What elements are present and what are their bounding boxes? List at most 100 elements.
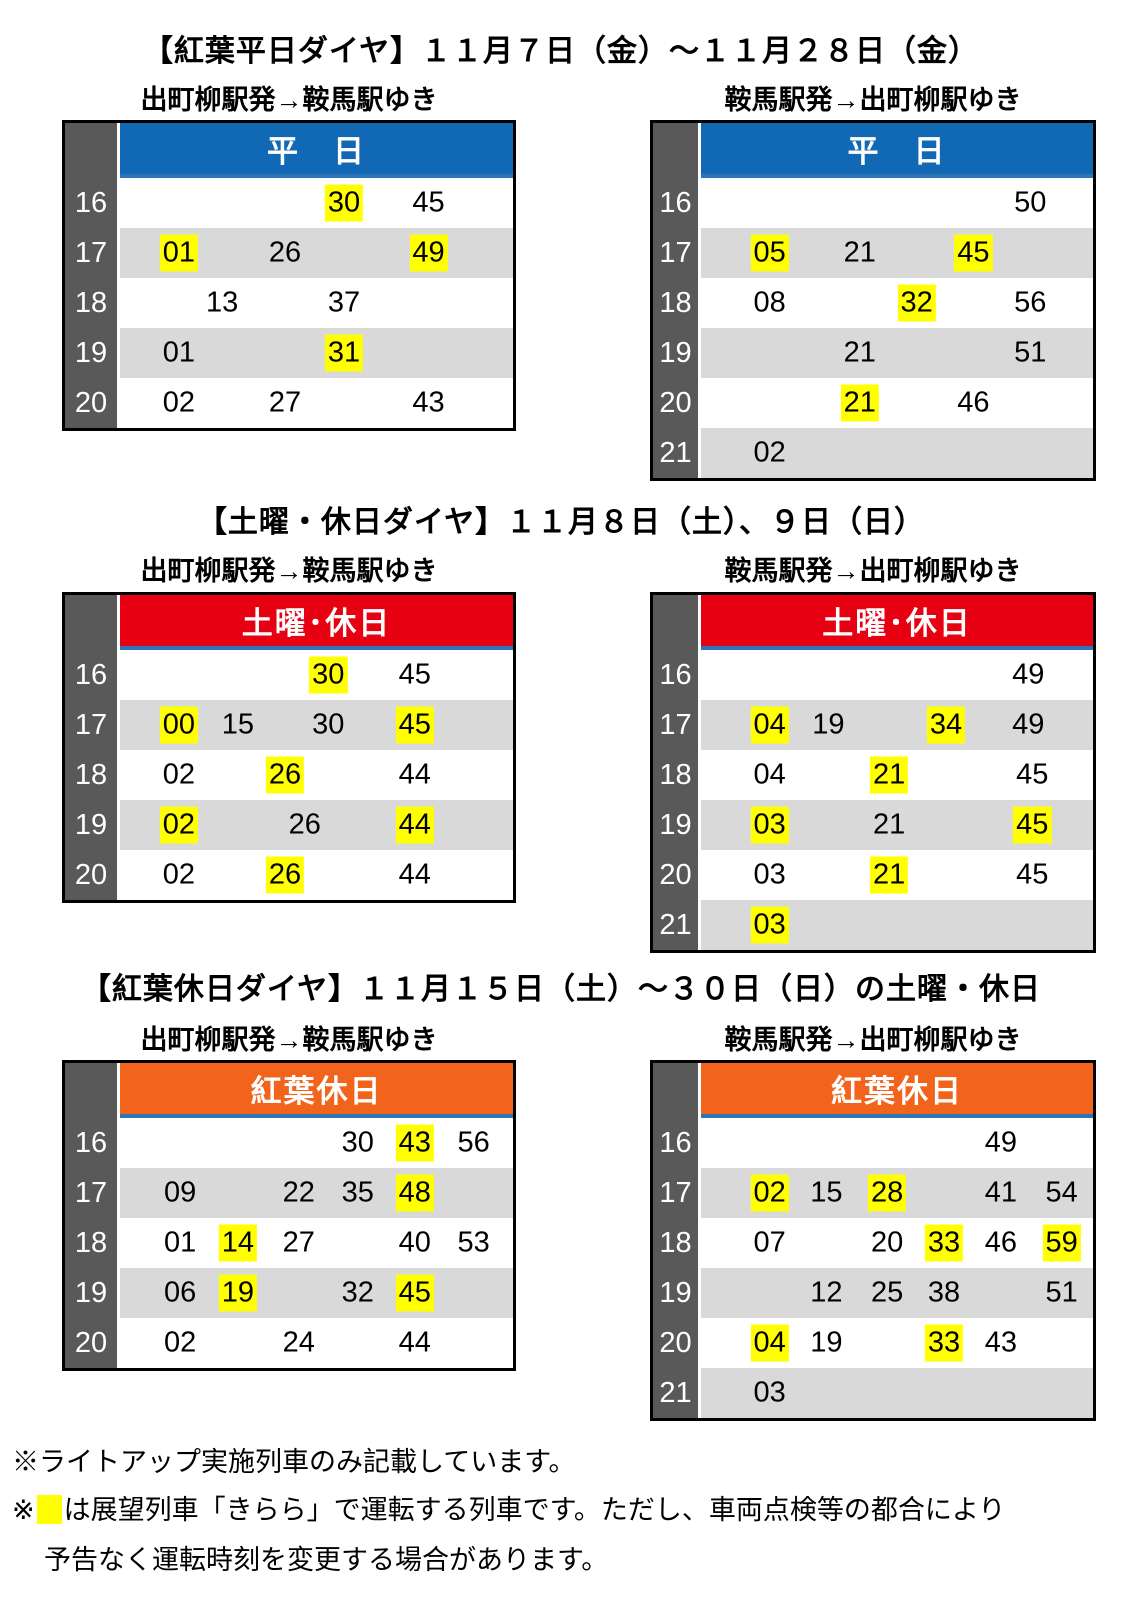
minutes-area: 02 (701, 428, 1093, 478)
table-header-row: 平 日 (653, 123, 1093, 178)
time-cell: 49 (984, 1126, 1018, 1159)
day-type-header: 土曜･休日 (120, 595, 513, 650)
minutes-area: 12 25 38 51 (701, 1268, 1093, 1318)
minutes-area: 08 32 56 (701, 278, 1093, 328)
time-cell-kirara: 45 (1013, 806, 1052, 844)
time-cell-kirara: 45 (954, 234, 993, 272)
hour-row: 20 21 46 (653, 378, 1093, 428)
hour-row: 16 49 (653, 1118, 1093, 1168)
section-title-momiji-holiday: 【紅葉休日ダイヤ】１１月１５日（土）～３０日（日）の土曜・休日 (80, 973, 1042, 1006)
time-cell: 45 (412, 186, 445, 219)
time-cell: 37 (327, 286, 361, 319)
time-cell: 45 (398, 658, 431, 691)
time-cell-kirara: 32 (897, 284, 936, 322)
time-cell: 51 (1045, 1276, 1078, 1309)
time-cell: 06 (163, 1276, 197, 1309)
time-cell: 54 (1045, 1176, 1078, 1209)
time-cell-kirara: 33 (924, 1324, 964, 1362)
hour-cell: 18 (653, 750, 701, 800)
time-cell: 25 (871, 1276, 904, 1309)
minutes-area: 21 51 (701, 328, 1093, 378)
timetable-weekday-inbound: 平 日 16 50 17 05 21 45 18 08 32 56 19 21 51 20 21 46 21 02 (650, 120, 1096, 481)
note-kirara-prefix: ※ (12, 1495, 35, 1525)
time-cell: 07 (753, 1226, 786, 1259)
hour-row: 18 01 14 27 40 53 (65, 1218, 513, 1268)
hour-row: 19 01 31 (65, 328, 513, 378)
table-header-row: 紅葉休日 (65, 1063, 513, 1118)
hour-cell: 20 (65, 1318, 120, 1368)
direction-label-inbound-1: 鞍馬駅発→出町柳駅ゆき (724, 85, 1022, 115)
time-cell: 45 (1016, 858, 1049, 891)
section-title-weekday: 【紅葉平日ダイヤ】１１月７日（金）～１１月２８日（金） (142, 35, 980, 68)
hour-row: 20 02 27 43 (65, 378, 513, 428)
minutes-area: 13 37 (120, 278, 513, 328)
minutes-area: 00 15 30 45 (120, 700, 513, 750)
day-type-label: 平 日 (847, 134, 947, 169)
hour-row: 16 49 (653, 650, 1093, 700)
hour-row: 20 02 24 44 (65, 1318, 513, 1368)
time-cell: 46 (957, 386, 990, 419)
hour-cell: 18 (653, 278, 701, 328)
minutes-area: 06 19 32 45 (120, 1268, 513, 1318)
time-cell-kirara: 31 (324, 334, 364, 372)
section-title-saturday-holiday: 【土曜・休日ダイヤ】１１月８日（土）、９日（日） (196, 506, 926, 539)
direction-label-outbound-3: 出町柳駅発→鞍馬駅ゆき (140, 1025, 438, 1055)
hour-cell: 21 (653, 1368, 701, 1418)
time-cell-kirara: 02 (750, 1174, 789, 1212)
hour-cell: 19 (653, 1268, 701, 1318)
direction-label-outbound-2: 出町柳駅発→鞍馬駅ゆき (140, 556, 438, 586)
day-type-header: 平 日 (701, 123, 1093, 178)
time-cell: 03 (753, 1376, 786, 1409)
hour-cell: 20 (65, 378, 120, 428)
time-cell-kirara: 45 (395, 706, 434, 744)
direction-label-inbound-3: 鞍馬駅発→出町柳駅ゆき (724, 1025, 1022, 1055)
kirara-highlight-swatch (36, 1495, 62, 1524)
minutes-area: 02 26 44 (120, 750, 513, 800)
hour-cell: 19 (65, 800, 120, 850)
hour-cell: 19 (65, 1268, 120, 1318)
time-cell-kirara: 04 (750, 1324, 789, 1362)
time-cell-kirara: 26 (265, 756, 305, 794)
hour-row: 16 30 45 (65, 650, 513, 700)
direction-label-inbound-2: 鞍馬駅発→出町柳駅ゆき (724, 556, 1022, 586)
hour-row: 19 12 25 38 51 (653, 1268, 1093, 1318)
time-cell: 08 (753, 286, 786, 319)
time-cell: 21 (873, 808, 906, 841)
minutes-area: 49 (701, 1118, 1093, 1168)
time-cell: 09 (163, 1176, 197, 1209)
hour-row: 16 30 43 56 (65, 1118, 513, 1168)
hour-cell: 18 (65, 750, 120, 800)
time-cell-kirara: 03 (750, 806, 789, 844)
time-cell: 27 (282, 1226, 315, 1259)
minutes-area: 01 26 49 (120, 228, 513, 278)
time-cell: 20 (871, 1226, 904, 1259)
time-cell-kirara: 34 (926, 706, 966, 744)
hour-cell: 21 (653, 900, 701, 950)
direction-label-outbound-1: 出町柳駅発→鞍馬駅ゆき (140, 85, 438, 115)
minutes-area: 49 (701, 650, 1093, 700)
minutes-area: 02 27 43 (120, 378, 513, 428)
hour-row: 18 07 20 33 46 59 (653, 1218, 1093, 1268)
minutes-area: 07 20 33 46 59 (701, 1218, 1093, 1268)
time-cell: 30 (312, 708, 345, 741)
note-lightup-only: ※ライトアップ実施列車のみ記載しています。 (12, 1447, 576, 1477)
header-corner-cell (653, 595, 701, 650)
hour-cell: 16 (653, 650, 701, 700)
time-cell-kirara: 21 (870, 856, 909, 894)
hour-row: 18 04 21 45 (653, 750, 1093, 800)
hour-row: 21 03 (653, 900, 1093, 950)
minutes-area: 05 21 45 (701, 228, 1093, 278)
time-cell: 26 (288, 808, 321, 841)
time-cell: 15 (221, 708, 255, 741)
time-cell: 44 (398, 858, 431, 891)
time-cell: 01 (162, 336, 196, 369)
day-type-header: 土曜･休日 (701, 595, 1093, 650)
hour-row: 18 08 32 56 (653, 278, 1093, 328)
time-cell: 32 (341, 1276, 374, 1309)
time-cell: 49 (1012, 658, 1045, 691)
hour-cell: 17 (65, 228, 120, 278)
time-cell-kirara: 21 (870, 756, 909, 794)
time-cell: 13 (206, 286, 239, 319)
time-cell: 19 (812, 708, 845, 741)
time-cell-kirara: 01 (159, 234, 199, 272)
